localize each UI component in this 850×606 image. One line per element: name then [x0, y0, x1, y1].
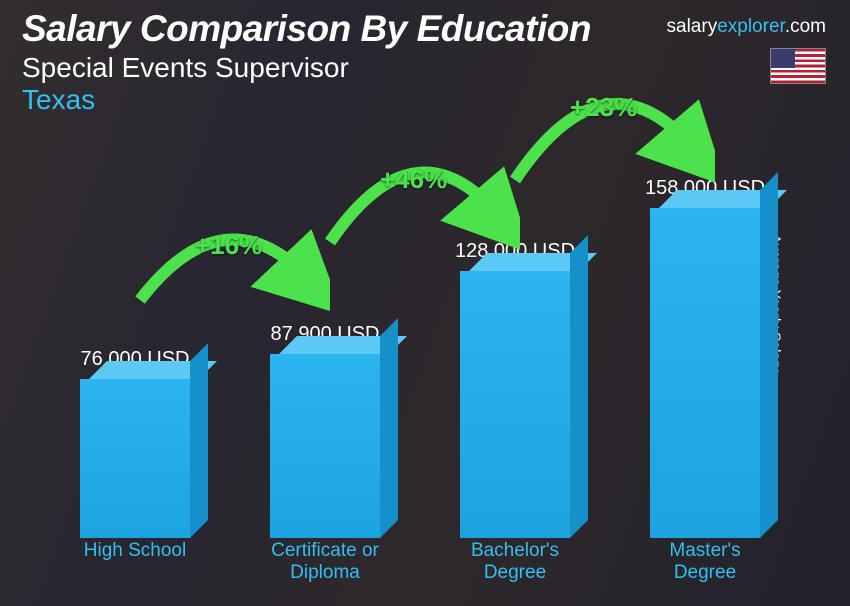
bar-slot: 87,900 USD [230, 323, 420, 538]
branding-prefix: salary [667, 16, 718, 37]
branding: salaryexplorer.com [667, 16, 826, 38]
bar-slot: 158,000 USD [610, 177, 800, 538]
flag-icon [770, 48, 826, 84]
increment-badge: +23% [570, 92, 637, 123]
branding-suffix: .com [785, 16, 826, 37]
page-subtitle: Special Events Supervisor [22, 52, 828, 84]
increment-badge: +46% [380, 164, 447, 195]
bar-front-face [80, 379, 190, 538]
bar-side-face [380, 318, 398, 538]
bar-side-face [760, 172, 778, 538]
bar-side-face [190, 343, 208, 538]
category-label: Master's Degree [610, 540, 800, 586]
bar [650, 208, 760, 538]
salary-chart: 76,000 USD 87,900 USD 128,000 USD [40, 150, 800, 586]
bar-slot: 76,000 USD [40, 348, 230, 538]
bar [80, 379, 190, 538]
increment-badge: +16% [195, 230, 262, 261]
category-labels: High School Certificate or Diploma Bache… [40, 540, 800, 586]
bar-front-face [460, 271, 570, 538]
bar [460, 271, 570, 538]
category-label: Certificate or Diploma [230, 540, 420, 586]
branding-mid: explorer [717, 16, 785, 37]
category-label: Bachelor's Degree [420, 540, 610, 586]
bar-front-face [270, 354, 380, 538]
page-location: Texas [22, 84, 828, 116]
bar-front-face [650, 208, 760, 538]
bar-slot: 128,000 USD [420, 240, 610, 538]
bar [270, 354, 380, 538]
category-label: High School [40, 540, 230, 586]
bar-side-face [570, 235, 588, 538]
bars-row: 76,000 USD 87,900 USD 128,000 USD [40, 178, 800, 538]
